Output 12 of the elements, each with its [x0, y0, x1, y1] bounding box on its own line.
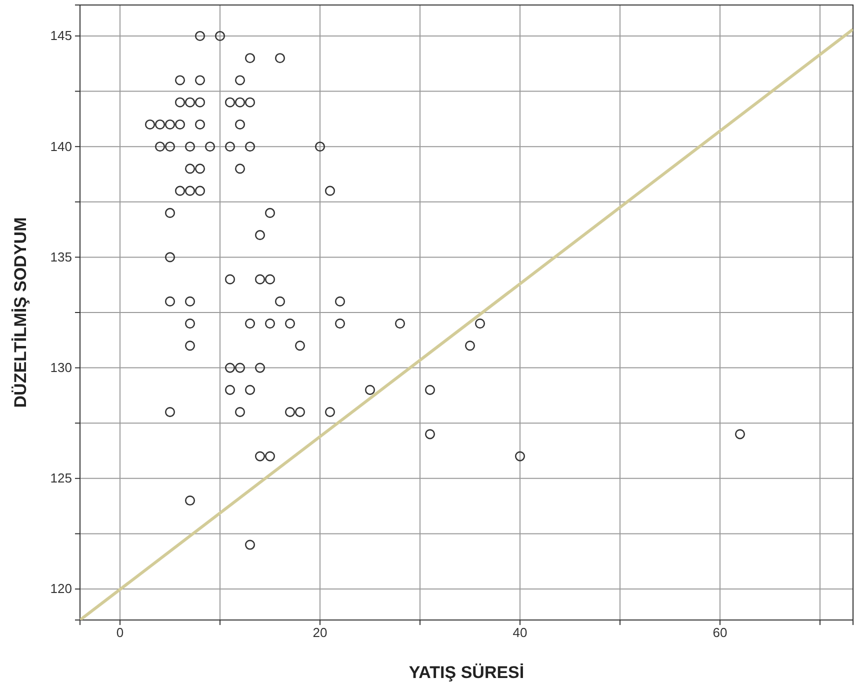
y-tick-label: 140	[50, 138, 72, 154]
y-tick-label: 145	[50, 28, 72, 44]
y-tick-label: 125	[50, 470, 72, 486]
y-tick-label: 130	[50, 360, 72, 375]
x-tick-label: 20	[312, 625, 328, 640]
x-tick-label: 0	[116, 625, 124, 640]
x-axis-title: YATIŞ SÜRESİ	[408, 663, 524, 682]
y-tick-label: 120	[50, 581, 72, 596]
y-tick-label: 135	[50, 249, 72, 264]
y-axis-title: DÜZELTİLMİŞ SODYUM	[11, 217, 30, 408]
x-tick-label: 60	[712, 625, 728, 640]
x-tick-label: 40	[512, 625, 528, 640]
